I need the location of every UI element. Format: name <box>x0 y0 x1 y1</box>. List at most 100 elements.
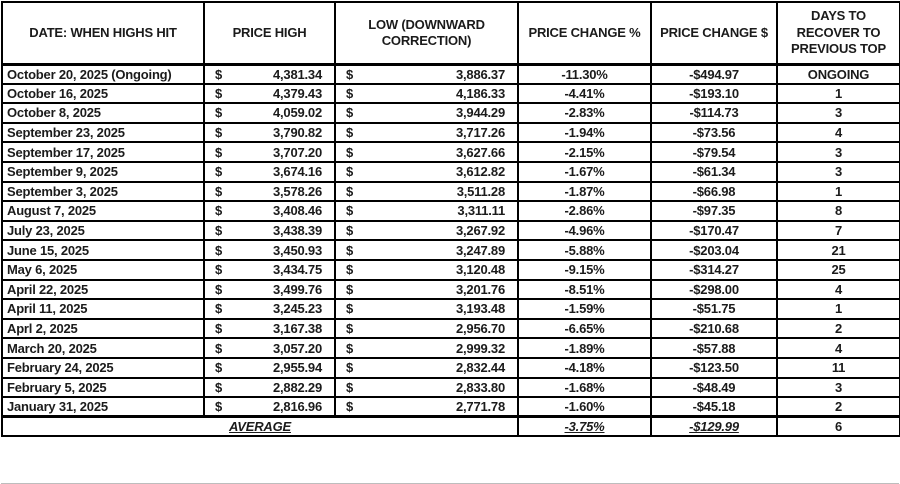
price-change-dollar-cell: -$203.04 <box>650 239 778 261</box>
days-to-recover-cell: 4 <box>776 121 900 144</box>
price-change-dollar-cell: -$210.68 <box>650 317 778 340</box>
date-cell: March 20, 2025 <box>1 337 205 359</box>
currency-symbol: $ <box>215 105 223 121</box>
low-correction-cell: $ 3,201.76 <box>334 278 519 301</box>
days-to-recover-cell: 3 <box>776 160 900 183</box>
currency-symbol: $ <box>346 340 354 356</box>
currency-symbol: $ <box>346 164 354 180</box>
table-row: June 15, 2025 $ 3,450.93 $ 3,247.89 -5.8… <box>1 239 900 261</box>
low-correction-value: 3,944.29 <box>455 105 505 121</box>
price-high-value: 3,438.39 <box>272 223 322 239</box>
price-high-value: 3,245.23 <box>272 301 322 317</box>
table-row: September 23, 2025 $ 3,790.82 $ 3,717.26… <box>1 121 900 144</box>
date-cell: May 6, 2025 <box>1 258 205 281</box>
average-price-change-dollar-cell: -$129.99 <box>650 415 778 438</box>
price-change-dollar-cell: -$57.88 <box>650 337 778 359</box>
price-change-dollar-cell: -$314.27 <box>650 258 778 281</box>
low-correction-cell: $ 2,833.80 <box>334 376 519 399</box>
price-change-dollar-cell: -$298.00 <box>650 278 778 301</box>
price-high-value: 3,790.82 <box>272 125 322 141</box>
price-change-dollar-cell: -$494.97 <box>650 63 778 85</box>
low-correction-cell: $ 2,771.78 <box>334 396 519 418</box>
price-high-cell: $ 3,499.76 <box>203 278 336 301</box>
price-high-value: 2,955.94 <box>272 360 322 376</box>
currency-symbol: $ <box>346 125 354 141</box>
average-price-change-pct: -3.75% <box>564 419 605 435</box>
low-correction-value: 3,627.66 <box>455 144 505 160</box>
low-correction-value: 2,832.44 <box>455 360 505 376</box>
days-to-recover-cell: ONGOING <box>776 63 900 85</box>
days-to-recover-cell: 3 <box>776 102 900 124</box>
price-high-cell: $ 3,408.46 <box>203 200 336 222</box>
low-correction-value: 3,193.48 <box>455 301 505 317</box>
price-change-pct-cell: -11.30% <box>517 63 652 85</box>
price-high-cell: $ 3,434.75 <box>203 258 336 281</box>
currency-symbol: $ <box>346 105 354 121</box>
days-to-recover-cell: 21 <box>776 239 900 261</box>
average-price-change-pct-cell: -3.75% <box>517 415 652 438</box>
price-high-cell: $ 3,674.16 <box>203 160 336 183</box>
currency-symbol: $ <box>215 360 223 376</box>
low-correction-value: 3,511.28 <box>456 183 505 199</box>
low-correction-value: 3,267.92 <box>455 223 505 239</box>
table-row: February 24, 2025 $ 2,955.94 $ 2,832.44 … <box>1 356 900 379</box>
table-row: April 22, 2025 $ 3,499.76 $ 3,201.76 -8.… <box>1 278 900 301</box>
currency-symbol: $ <box>215 379 223 395</box>
currency-symbol: $ <box>346 379 354 395</box>
date-cell: January 31, 2025 <box>1 396 205 418</box>
days-to-recover-cell: 8 <box>776 200 900 222</box>
price-change-pct-cell: -9.15% <box>517 258 652 281</box>
price-high-value: 4,059.02 <box>272 105 322 121</box>
table-row: September 9, 2025 $ 3,674.16 $ 3,612.82 … <box>1 160 900 183</box>
low-correction-cell: $ 3,612.82 <box>334 160 519 183</box>
date-cell: October 20, 2025 (Ongoing) <box>1 63 205 85</box>
price-change-pct-cell: -2.15% <box>517 141 652 163</box>
days-to-recover-cell: 2 <box>776 396 900 418</box>
price-change-pct-cell: -5.88% <box>517 239 652 261</box>
column-header-price-change-dollar: PRICE CHANGE $ <box>650 1 778 66</box>
price-high-cell: $ 2,816.96 <box>203 396 336 418</box>
currency-symbol: $ <box>346 85 354 101</box>
price-high-value: 3,674.16 <box>272 164 322 180</box>
price-high-value: 4,381.34 <box>272 66 322 82</box>
price-high-value: 3,578.26 <box>272 183 322 199</box>
currency-symbol: $ <box>346 301 354 317</box>
corrections-table: DATE: WHEN HIGHS HIT PRICE HIGH LOW (DOW… <box>1 1 900 438</box>
price-high-cell: $ 3,167.38 <box>203 317 336 340</box>
currency-symbol: $ <box>215 125 223 141</box>
low-correction-value: 2,833.80 <box>455 379 505 395</box>
currency-symbol: $ <box>215 340 223 356</box>
date-cell: September 9, 2025 <box>1 160 205 183</box>
price-high-cell: $ 3,578.26 <box>203 180 336 203</box>
currency-symbol: $ <box>215 262 223 278</box>
low-correction-cell: $ 3,944.29 <box>334 102 519 124</box>
price-change-pct-cell: -8.51% <box>517 278 652 301</box>
price-high-cell: $ 3,450.93 <box>203 239 336 261</box>
price-change-pct-cell: -1.60% <box>517 396 652 418</box>
currency-symbol: $ <box>215 242 223 258</box>
price-high-cell: $ 4,059.02 <box>203 102 336 124</box>
currency-symbol: $ <box>346 66 354 82</box>
price-change-pct-cell: -1.68% <box>517 376 652 399</box>
currency-symbol: $ <box>215 321 223 337</box>
column-header-date: DATE: WHEN HIGHS HIT <box>1 1 205 66</box>
price-high-cell: $ 3,245.23 <box>203 298 336 320</box>
table-row: January 31, 2025 $ 2,816.96 $ 2,771.78 -… <box>1 396 900 418</box>
table-row: September 17, 2025 $ 3,707.20 $ 3,627.66… <box>1 141 900 163</box>
date-cell: Aprl 2, 2025 <box>1 317 205 340</box>
days-to-recover-cell: 2 <box>776 317 900 340</box>
price-change-dollar-cell: -$123.50 <box>650 356 778 379</box>
currency-symbol: $ <box>346 262 354 278</box>
currency-symbol: $ <box>215 183 223 199</box>
low-correction-cell: $ 3,267.92 <box>334 219 519 242</box>
price-change-pct-cell: -1.87% <box>517 180 652 203</box>
low-correction-cell: $ 2,999.32 <box>334 337 519 359</box>
price-high-cell: $ 2,882.29 <box>203 376 336 399</box>
days-to-recover-cell: 7 <box>776 219 900 242</box>
table-row: Aprl 2, 2025 $ 3,167.38 $ 2,956.70 -6.65… <box>1 317 900 340</box>
table-row: October 8, 2025 $ 4,059.02 $ 3,944.29 -2… <box>1 102 900 124</box>
days-to-recover-cell: 1 <box>776 180 900 203</box>
date-cell: April 11, 2025 <box>1 298 205 320</box>
date-cell: September 23, 2025 <box>1 121 205 144</box>
